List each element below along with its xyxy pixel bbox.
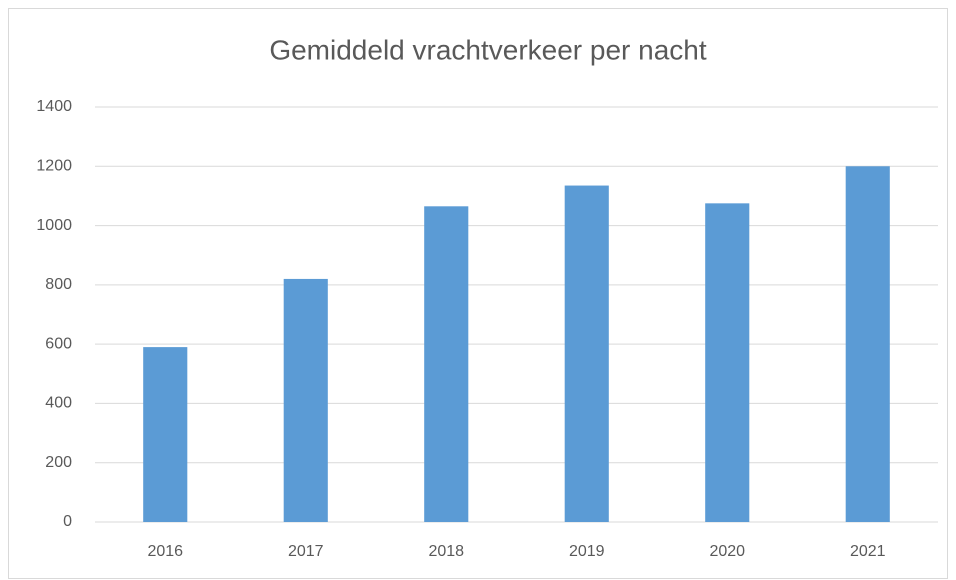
y-tick-label: 400 — [45, 395, 72, 412]
y-tick-label: 0 — [63, 513, 72, 530]
x-tick-label: 2018 — [428, 543, 464, 560]
x-tick-label: 2016 — [147, 543, 183, 560]
y-tick-label: 1400 — [36, 98, 72, 115]
x-tick-label: 2021 — [850, 543, 886, 560]
y-tick-label: 1200 — [36, 158, 72, 175]
x-tick-label: 2019 — [569, 543, 605, 560]
y-tick-label: 1000 — [36, 217, 72, 234]
y-tick-label: 200 — [45, 454, 72, 471]
bar — [705, 203, 750, 522]
x-tick-label: 2020 — [709, 543, 745, 560]
bar — [424, 206, 469, 522]
y-tick-label: 600 — [45, 335, 72, 352]
bar — [564, 185, 609, 522]
bar — [845, 166, 890, 523]
x-tick-label: 2017 — [288, 543, 324, 560]
bar — [143, 347, 188, 522]
chart-title: Gemiddeld vrachtverkeer per nacht — [269, 34, 707, 65]
bar — [283, 278, 328, 522]
y-tick-label: 800 — [45, 276, 72, 293]
